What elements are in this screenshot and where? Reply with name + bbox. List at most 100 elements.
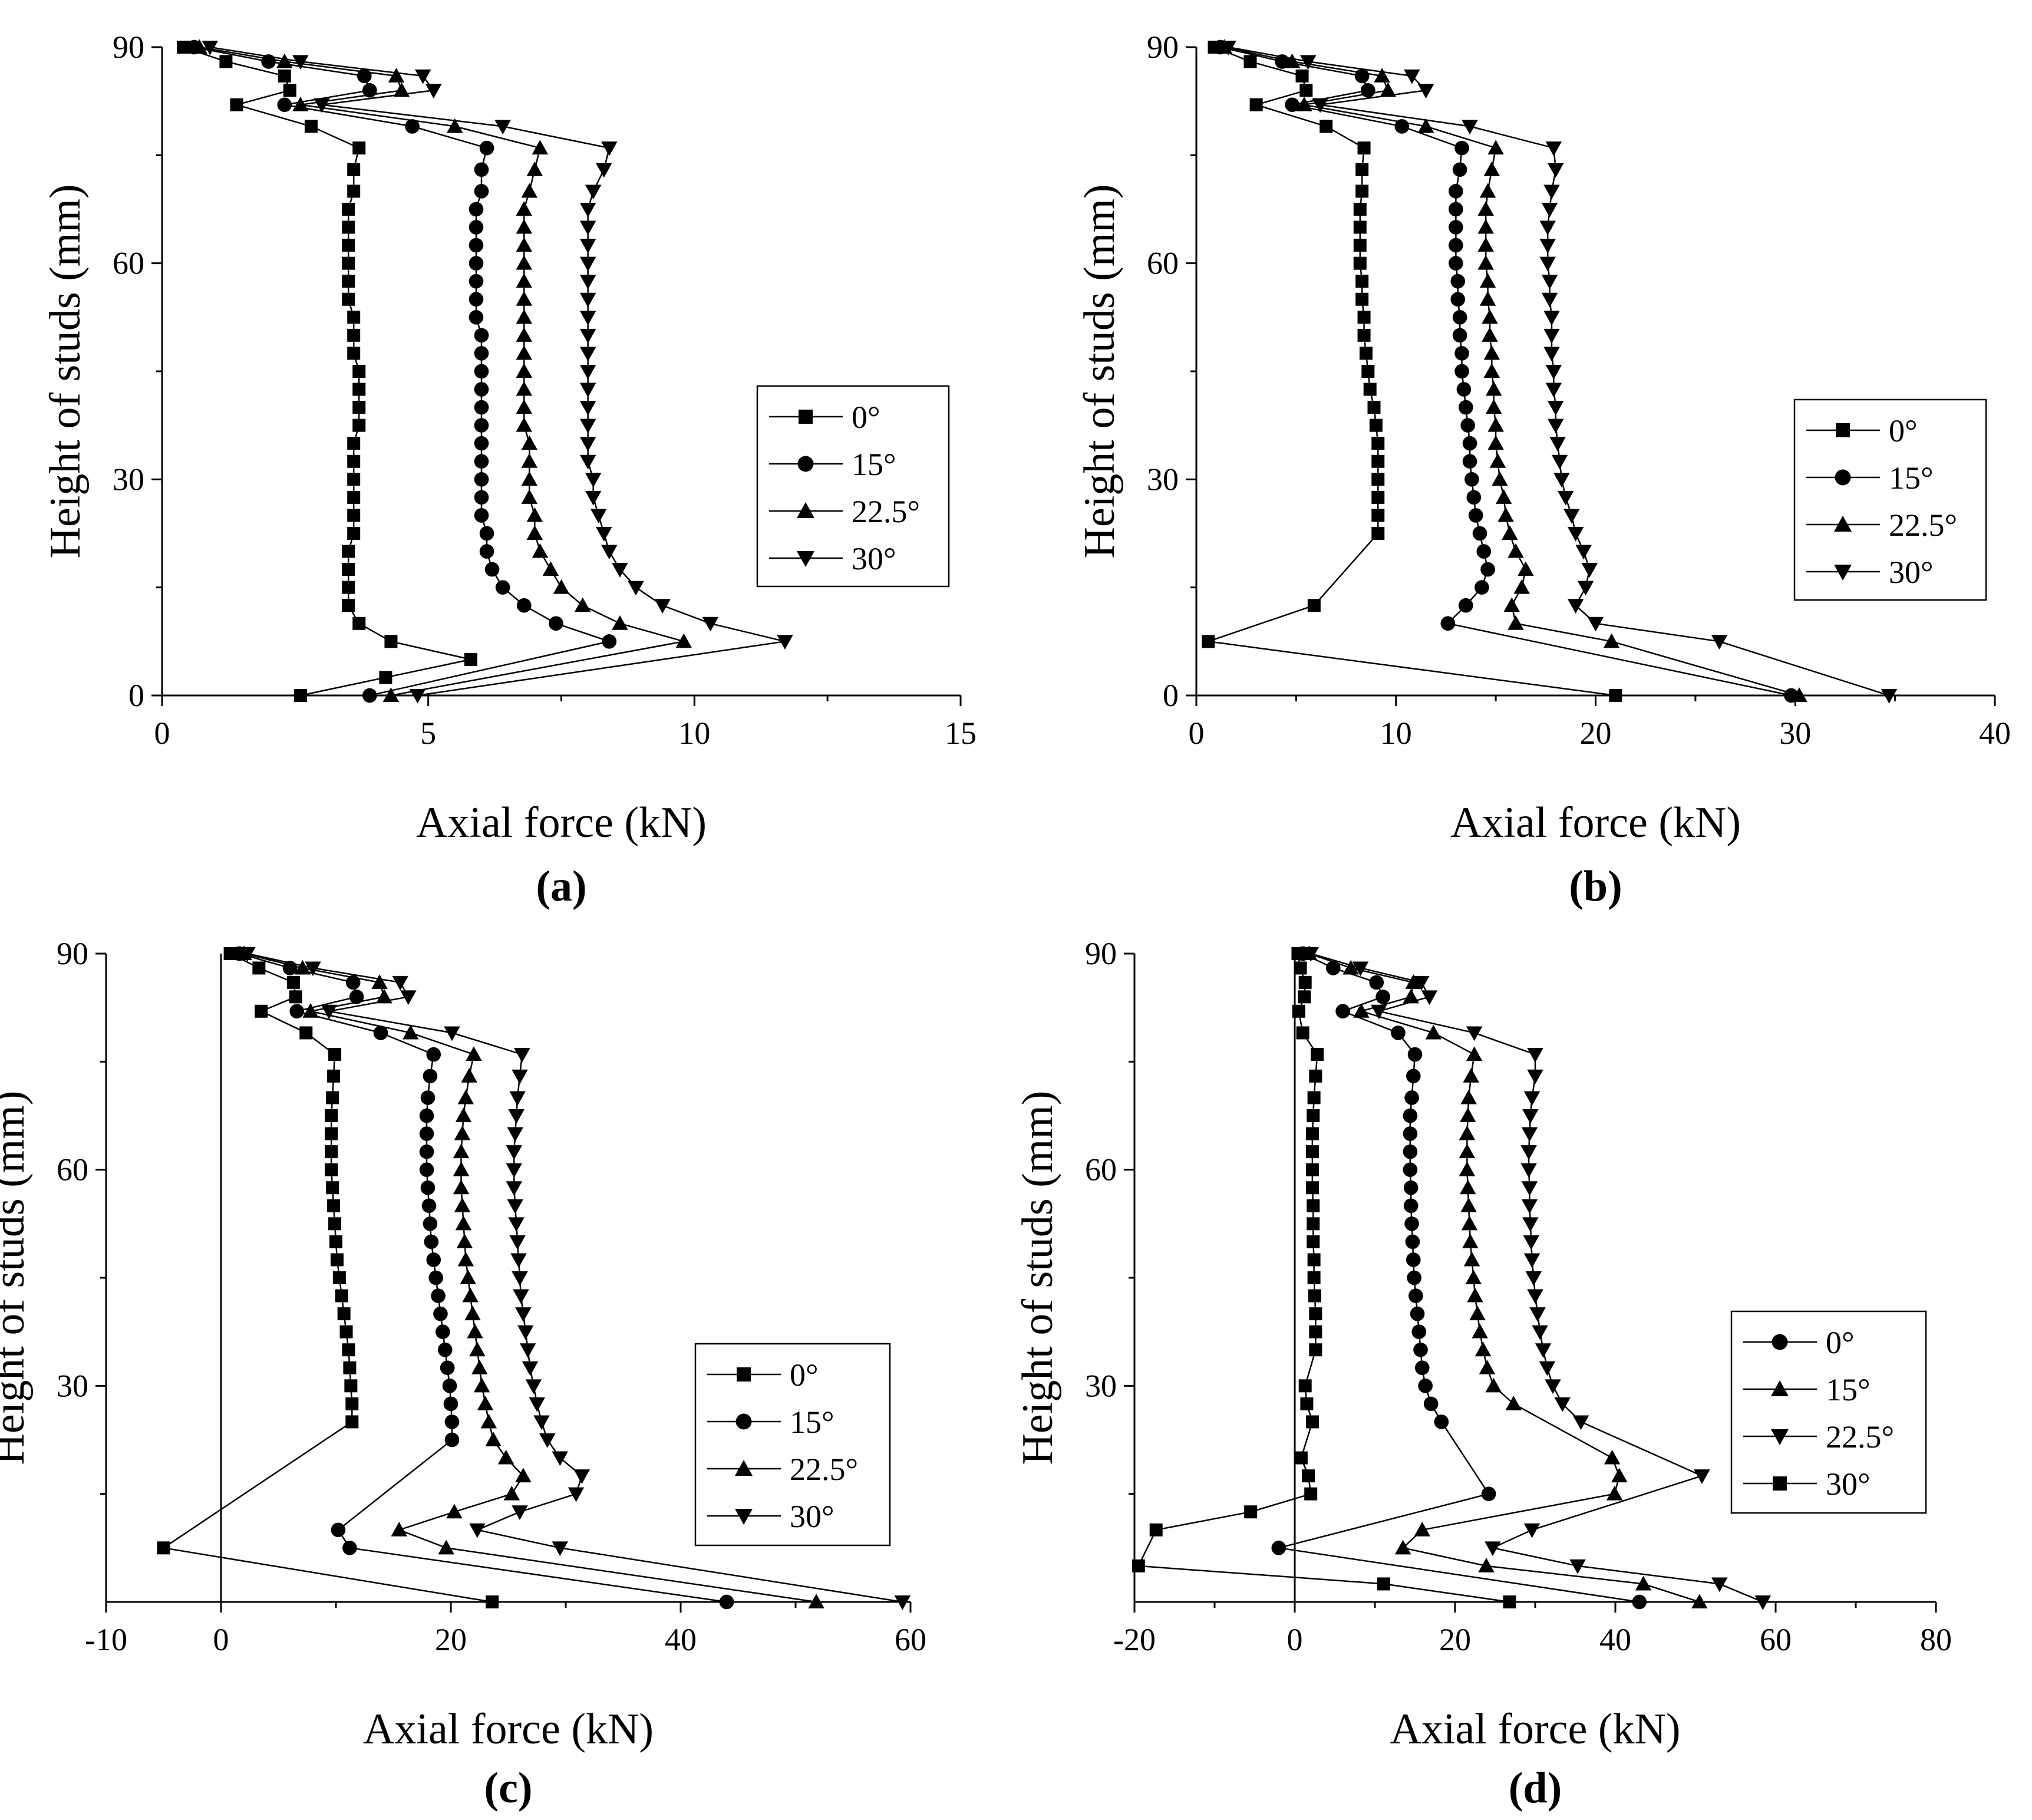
series-1 [177, 41, 477, 702]
data-point [585, 184, 602, 200]
data-point [1454, 364, 1469, 379]
data-point [436, 1324, 450, 1339]
data-point [474, 508, 489, 523]
data-point [444, 1415, 460, 1429]
data-point [330, 1253, 344, 1267]
data-point [414, 69, 431, 84]
data-point [1458, 598, 1473, 613]
data-point [808, 1594, 824, 1608]
legend-marker [797, 456, 814, 472]
data-point [1296, 97, 1312, 111]
data-point [612, 615, 628, 630]
data-point [1353, 239, 1367, 252]
data-point [299, 1026, 313, 1040]
x-tick-label: 0 [1189, 716, 1205, 751]
data-point [516, 273, 533, 288]
data-point [1450, 292, 1466, 307]
legend-label: 15° [1889, 460, 1934, 496]
legend-marker [737, 1367, 751, 1382]
data-point [1527, 1069, 1543, 1084]
data-point [579, 365, 596, 380]
panel-caption: (d) [1509, 1764, 1562, 1812]
data-point [1477, 237, 1494, 252]
data-point [1711, 635, 1728, 650]
data-point [286, 975, 300, 989]
data-point [1472, 526, 1487, 541]
chart-panel: 0 5 10 15 0 30 60 90 Axial force (kN) Height of s… [41, 29, 977, 911]
data-point [443, 1396, 458, 1412]
data-point [1417, 84, 1434, 99]
data-point [1355, 163, 1369, 176]
data-point [1487, 435, 1504, 450]
data-point [1410, 1306, 1425, 1321]
data-point [1403, 1144, 1418, 1159]
data-point [553, 579, 570, 594]
data-point [1525, 1271, 1542, 1286]
legend-label: 22.5° [852, 494, 920, 529]
data-point [1466, 1026, 1483, 1041]
data-point [442, 1379, 457, 1393]
data-point [1413, 975, 1430, 991]
legend: 0° 15° 22.5° 30° [694, 1343, 891, 1547]
data-point [289, 1004, 305, 1019]
data-point [342, 1343, 355, 1357]
legend-marker [1771, 1429, 1789, 1445]
data-point [1403, 1108, 1418, 1123]
data-point [513, 1289, 529, 1304]
data-point [1377, 1577, 1390, 1591]
data-point [480, 1413, 497, 1429]
data-point [1587, 616, 1604, 632]
data-point [1403, 1162, 1418, 1177]
data-point [1307, 1091, 1321, 1104]
data-point [579, 401, 596, 416]
data-point [347, 311, 361, 324]
data-point [1458, 400, 1473, 415]
data-point [1460, 1107, 1476, 1122]
data-point [342, 256, 355, 270]
data-point [1563, 509, 1580, 524]
series-4 [202, 41, 793, 704]
y-tick-label: 60 [1085, 1152, 1117, 1188]
data-point [1367, 401, 1381, 414]
data-point [1754, 1595, 1771, 1610]
data-point [1507, 543, 1524, 558]
data-point [1371, 454, 1385, 468]
data-point [1417, 118, 1434, 133]
data-point [314, 98, 330, 113]
data-point [1462, 1234, 1479, 1248]
data-point [456, 1234, 473, 1248]
data-point [1406, 1252, 1421, 1267]
series-3 [1302, 947, 1771, 1610]
data-point [509, 1235, 526, 1250]
data-point [516, 381, 533, 396]
legend-marker [1835, 469, 1851, 486]
data-point [1309, 1307, 1322, 1321]
data-point [1459, 1125, 1476, 1140]
data-point [454, 1198, 471, 1212]
data-point [405, 119, 420, 134]
data-point [515, 1468, 532, 1483]
legend-marker [1771, 1380, 1789, 1396]
data-point [1452, 328, 1467, 343]
data-point [455, 1215, 472, 1231]
data-point [283, 84, 296, 97]
data-point [347, 454, 361, 468]
data-point [596, 527, 612, 542]
data-point [202, 41, 219, 55]
data-point [474, 382, 489, 397]
data-point [1403, 1198, 1419, 1214]
x-tick-label: 40 [1599, 1622, 1631, 1657]
data-point [549, 616, 563, 631]
data-point [1418, 1379, 1433, 1393]
data-point [191, 39, 207, 54]
data-point [1466, 490, 1482, 505]
data-point [1487, 140, 1504, 155]
data-point [579, 454, 596, 470]
data-point [506, 1181, 522, 1196]
data-point [255, 1004, 268, 1018]
data-point [1353, 220, 1367, 234]
data-point [1551, 454, 1568, 470]
legend-marker [735, 1413, 752, 1430]
data-point [1606, 1485, 1623, 1501]
data-point [347, 490, 361, 504]
